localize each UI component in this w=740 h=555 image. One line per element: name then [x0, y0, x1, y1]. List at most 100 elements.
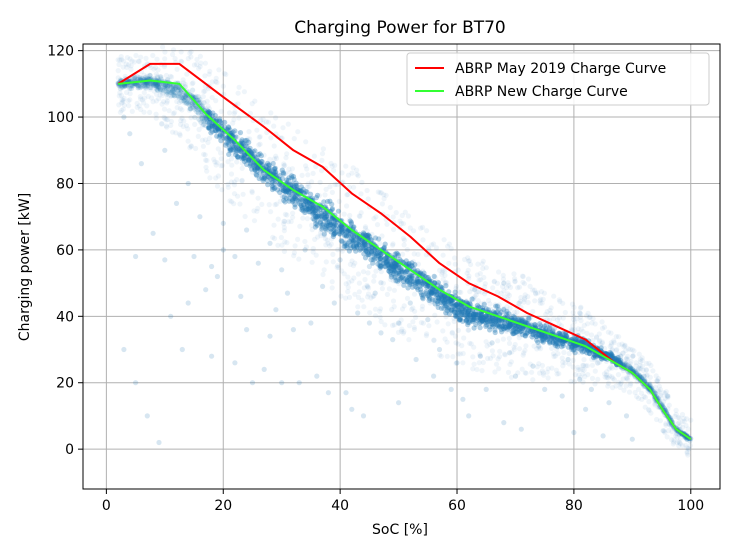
scatter-point	[446, 304, 452, 310]
scatter-point	[491, 278, 497, 284]
scatter-point	[440, 276, 446, 282]
scatter-point	[537, 300, 543, 306]
scatter-point	[316, 222, 322, 228]
scatter-point	[319, 157, 325, 163]
scatter-point	[393, 278, 399, 284]
scatter-point	[377, 308, 383, 314]
scatter-point	[623, 413, 630, 419]
scatter-point	[684, 416, 690, 422]
scatter-point	[366, 285, 372, 291]
scatter-point	[436, 346, 443, 353]
scatter-point	[201, 100, 207, 106]
scatter-point	[616, 357, 622, 363]
scatter-point	[559, 344, 565, 350]
scatter-point	[157, 81, 163, 87]
scatter-point	[418, 279, 424, 285]
scatter-point	[516, 327, 522, 333]
scatter-point	[330, 259, 336, 265]
scatter-point	[241, 140, 247, 146]
scatter-point	[434, 319, 440, 325]
scatter-point	[456, 302, 463, 308]
scatter-point	[273, 153, 279, 159]
scatter-point	[377, 240, 383, 246]
scatter-point	[402, 209, 408, 215]
scatter-point	[301, 210, 307, 216]
scatter-point	[624, 355, 630, 361]
scatter-point	[246, 157, 252, 163]
scatter-point	[412, 279, 418, 285]
scatter-point	[619, 341, 625, 347]
scatter-point	[429, 287, 435, 293]
scatter-point	[519, 319, 525, 325]
scatter-point	[627, 361, 633, 367]
scatter-point	[458, 303, 464, 309]
scatter-point	[592, 368, 598, 374]
scatter-point	[410, 259, 416, 265]
scatter-point	[656, 383, 663, 389]
scatter-point	[249, 169, 256, 175]
scatter-point	[357, 247, 363, 253]
scatter-point	[431, 287, 437, 293]
scatter-point	[574, 345, 580, 351]
scatter-point	[180, 95, 187, 101]
scatter-point	[135, 58, 141, 64]
scatter-point	[426, 323, 432, 329]
scatter-point	[306, 206, 312, 212]
scatter-point	[469, 317, 475, 323]
scatter-point	[496, 318, 502, 324]
scatter-point	[230, 129, 236, 135]
scatter-point	[431, 337, 437, 343]
scatter-point	[123, 61, 129, 67]
scatter-point	[312, 204, 319, 210]
scatter-point	[267, 333, 273, 339]
scatter-point	[629, 366, 635, 372]
scatter-point	[283, 195, 289, 201]
scatter-point	[444, 305, 450, 311]
scatter-point	[506, 322, 513, 328]
scatter-point	[567, 341, 573, 347]
scatter-point	[204, 168, 210, 174]
scatter-point	[292, 204, 298, 210]
scatter-point	[223, 135, 230, 141]
scatter-point	[378, 251, 384, 258]
scatter-point	[188, 143, 194, 149]
scatter-point	[225, 124, 232, 130]
scatter-point	[145, 82, 151, 88]
scatter-point	[213, 98, 219, 104]
scatter-point	[290, 196, 296, 203]
scatter-point	[305, 172, 311, 178]
scatter-point	[545, 324, 551, 330]
scatter-point	[520, 317, 526, 323]
scatter-point	[209, 121, 215, 127]
scatter-point	[338, 226, 344, 232]
scatter-point	[393, 260, 399, 267]
scatter-point	[627, 382, 633, 388]
scatter-point	[132, 74, 138, 80]
scatter-point	[578, 326, 584, 332]
scatter-point	[175, 93, 181, 99]
scatter-point	[136, 103, 142, 109]
scatter-point	[355, 310, 361, 316]
scatter-point	[303, 139, 309, 145]
scatter-point	[489, 318, 495, 324]
scatter-point	[382, 322, 388, 328]
scatter-point	[433, 289, 439, 295]
scatter-point	[282, 170, 288, 177]
scatter-point	[494, 308, 500, 314]
scatter-point	[657, 386, 664, 393]
scatter-point	[234, 159, 240, 165]
scatter-point	[594, 360, 601, 366]
scatter-point	[274, 187, 281, 193]
scatter-point	[523, 370, 529, 376]
scatter-point	[422, 287, 428, 293]
scatter-point	[191, 253, 197, 260]
scatter-point	[206, 135, 213, 141]
scatter-point	[227, 147, 234, 153]
scatter-point	[150, 230, 156, 236]
scatter-point	[506, 324, 512, 330]
scatter-point	[203, 122, 209, 129]
scatter-point	[477, 271, 483, 277]
scatter-point	[349, 170, 355, 176]
scatter-point	[464, 309, 470, 315]
scatter-point	[543, 335, 549, 341]
